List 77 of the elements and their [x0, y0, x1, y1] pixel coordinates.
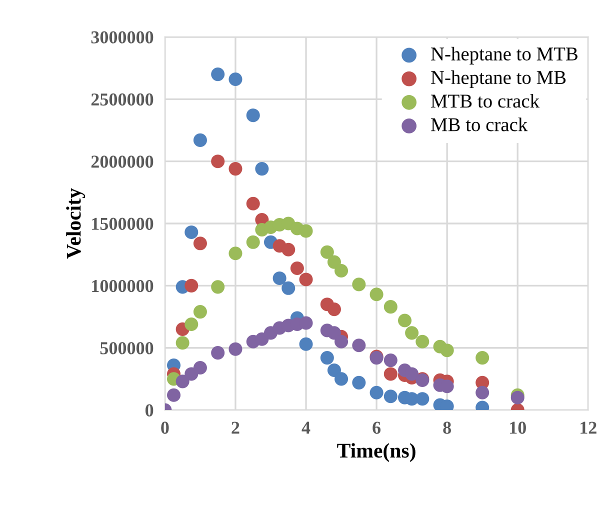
- point: [320, 245, 334, 259]
- x-tick-label: 0: [161, 422, 169, 434]
- point: [299, 272, 313, 286]
- point: [228, 342, 242, 356]
- y-tick-label: 3000000: [91, 31, 154, 44]
- point: [405, 367, 419, 381]
- point: [272, 271, 286, 285]
- x-tick-label: 10: [510, 422, 526, 434]
- point: [384, 367, 398, 381]
- legend-label: N-heptane to MTB: [431, 46, 578, 64]
- point: [211, 346, 225, 360]
- point: [334, 264, 348, 278]
- point: [228, 246, 242, 260]
- y-tick-label: 2500000: [91, 93, 154, 106]
- point: [334, 372, 348, 386]
- point: [193, 360, 207, 375]
- point: [405, 326, 419, 340]
- point: [398, 314, 412, 328]
- point: [476, 351, 490, 365]
- legend-label: MB to crack: [431, 118, 528, 132]
- point: [299, 337, 313, 351]
- point: [184, 317, 198, 331]
- point: [246, 196, 260, 210]
- point: [384, 390, 398, 404]
- point: [299, 224, 313, 238]
- y-axis-title: Velocity: [66, 188, 86, 259]
- point: [246, 235, 260, 249]
- point: [228, 162, 242, 176]
- point: [320, 351, 334, 365]
- point: [327, 255, 341, 269]
- point: [440, 344, 454, 358]
- point: [211, 154, 225, 168]
- point: [166, 388, 181, 402]
- point: [184, 278, 198, 292]
- point: [176, 374, 190, 388]
- x-axis-title: Time(ns): [337, 443, 416, 462]
- legend-label: MTB to crack: [431, 94, 540, 108]
- y-tick-label: 1500000: [92, 218, 154, 230]
- point: [327, 302, 341, 316]
- point: [290, 262, 304, 276]
- point: [352, 338, 366, 352]
- legend-label: N-heptane to MB: [431, 70, 566, 88]
- point: [282, 281, 296, 295]
- point: [211, 68, 225, 82]
- point: [176, 336, 190, 350]
- point: [370, 288, 384, 302]
- point: [299, 316, 313, 330]
- point: [193, 305, 207, 319]
- point: [416, 334, 430, 348]
- point: [370, 386, 384, 400]
- point: [352, 376, 366, 390]
- point: [211, 280, 225, 294]
- point: [193, 133, 207, 147]
- x-tick-label: 4: [302, 422, 310, 434]
- point: [246, 108, 260, 122]
- y-tick-label: 0: [145, 404, 154, 416]
- y-tick-label: 500000: [100, 342, 154, 354]
- point: [184, 225, 198, 239]
- x-tick-label: 12: [580, 422, 596, 434]
- point: [384, 300, 398, 314]
- point: [282, 242, 296, 256]
- point: [228, 72, 242, 86]
- point: [327, 363, 341, 378]
- x-tick-label: 6: [372, 422, 381, 434]
- point: [352, 278, 366, 292]
- x-tick-label: 2: [232, 422, 240, 434]
- point: [255, 162, 269, 176]
- point: [510, 390, 524, 404]
- point: [384, 354, 398, 368]
- point: [327, 326, 341, 340]
- point: [334, 334, 348, 348]
- point: [416, 392, 430, 406]
- x-tick-label: 8: [443, 422, 451, 434]
- point: [476, 386, 490, 400]
- point: [193, 236, 207, 250]
- y-tick-label: 2000000: [91, 156, 154, 168]
- y-tick-label: 1000000: [92, 280, 154, 292]
